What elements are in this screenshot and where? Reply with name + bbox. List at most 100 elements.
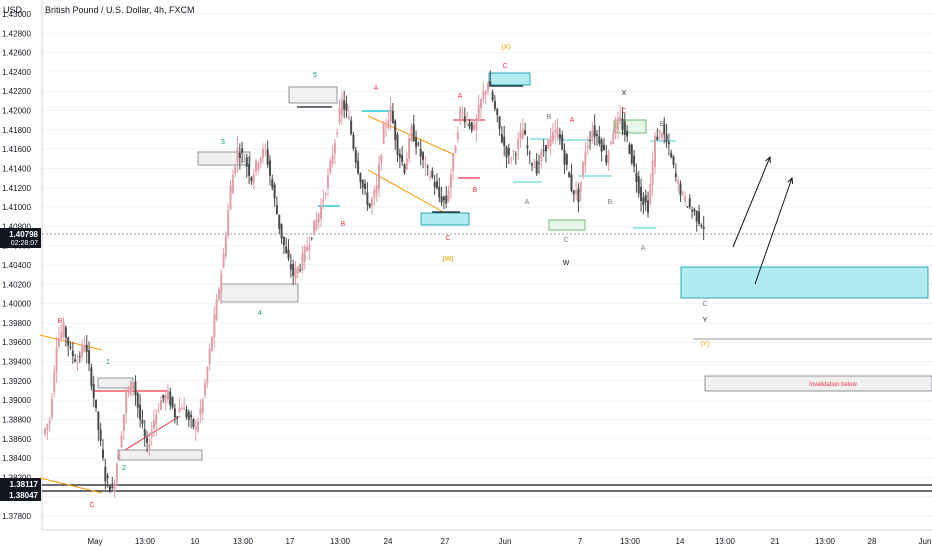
- candle-body: [607, 151, 610, 165]
- candle-body: [208, 349, 211, 365]
- candle-body: [582, 162, 585, 177]
- candle-body: [445, 195, 448, 204]
- candle-body: [463, 116, 466, 123]
- candle-body: [410, 125, 413, 141]
- price-tick-label: 1.39800: [2, 319, 31, 328]
- candle-body: [377, 164, 380, 189]
- candle-body: [493, 101, 496, 109]
- candle-body: [278, 214, 281, 229]
- zone-box-5: [288, 86, 338, 104]
- candle-body: [619, 116, 622, 122]
- candle-body: [69, 346, 72, 348]
- candle-body: [572, 190, 575, 195]
- candle-body: [380, 154, 383, 163]
- candle-body: [373, 189, 376, 199]
- candle-body: [368, 203, 371, 208]
- candle-body: [633, 155, 636, 167]
- candle-body: [519, 131, 522, 139]
- candle-body: [577, 188, 580, 203]
- price-tick-label: 1.41200: [2, 184, 31, 193]
- candle-body: [113, 482, 116, 492]
- candle-body: [447, 190, 450, 201]
- candle-body: [510, 158, 513, 160]
- wave-label: 2: [122, 465, 126, 472]
- candle-body: [540, 151, 543, 162]
- candle-body: [561, 134, 564, 150]
- candle-body: [266, 149, 269, 165]
- candle-body: [398, 153, 401, 158]
- chart-title: British Pound / U.S. Dollar, 4h, FXCM: [45, 5, 195, 15]
- wave-label: A: [641, 245, 646, 252]
- candle-body: [345, 103, 348, 111]
- candle-body: [338, 108, 341, 123]
- candle-body: [319, 206, 322, 219]
- candle-body: [626, 130, 629, 137]
- candle-body: [667, 142, 670, 145]
- candle-body: [268, 160, 271, 176]
- candle-body: [285, 246, 288, 254]
- candle-body: [127, 388, 130, 393]
- candle-body: [271, 179, 274, 188]
- candle-body: [122, 414, 125, 431]
- price-tick-label: 1.38600: [2, 435, 31, 444]
- candle-body: [204, 382, 207, 395]
- candle-body: [162, 394, 165, 399]
- candle-body: [199, 408, 202, 415]
- zone-box-cyan-2: [420, 212, 470, 226]
- candle-body: [85, 344, 88, 353]
- wave-label: 4: [258, 310, 262, 317]
- candle-body: [554, 130, 557, 133]
- countdown-tag: 02:28:07: [11, 240, 38, 247]
- candle-body: [129, 381, 132, 396]
- time-tick-label: Jun: [499, 537, 512, 546]
- candle-body: [674, 173, 677, 177]
- price-tick-label: 1.41800: [2, 126, 31, 135]
- candle-body: [649, 184, 652, 204]
- candle-body: [347, 116, 350, 120]
- price-tick-label: 1.40200: [2, 280, 31, 289]
- candle-body: [456, 132, 459, 140]
- invalidation-box: [704, 375, 932, 392]
- wave-label: B: [608, 199, 613, 206]
- candle-body: [521, 129, 524, 140]
- candle-body: [303, 246, 306, 262]
- candle-body: [384, 125, 387, 127]
- wave-label: C: [563, 237, 568, 244]
- candle-body: [90, 367, 93, 387]
- candle-body: [391, 110, 394, 123]
- candle-body: [621, 118, 624, 130]
- candle-body: [139, 404, 142, 420]
- candles-layer: [44, 70, 705, 498]
- wave-label: A: [374, 85, 379, 92]
- candle-body: [375, 184, 378, 194]
- candle-body: [670, 152, 673, 158]
- time-tick-label: Jun: [919, 537, 932, 546]
- candle-body: [677, 180, 680, 184]
- candle-body: [134, 381, 137, 396]
- candle-body: [315, 219, 318, 230]
- candle-body: [352, 134, 355, 149]
- zone-box-green-2: [548, 219, 586, 231]
- candle-body: [146, 438, 149, 443]
- time-axis: May 13:00 10 13:00 17 13:00 24 27 Jun 7 13:00 14 13:…: [42, 529, 932, 546]
- candle-body: [394, 120, 397, 141]
- candle-body: [647, 200, 650, 213]
- candle-body: [50, 398, 53, 418]
- candle-body: [382, 124, 385, 144]
- candle-body: [473, 124, 476, 130]
- invalidation-text: Invalidation below: [809, 382, 857, 388]
- candle-body: [651, 160, 654, 186]
- candle-body: [229, 185, 232, 210]
- candle-body: [438, 186, 441, 198]
- candle-body: [389, 106, 392, 122]
- candle-body: [88, 350, 91, 364]
- price-tick-label: 1.42800: [2, 29, 31, 38]
- candle-body: [637, 176, 640, 194]
- candle-body: [482, 91, 485, 99]
- candle-body: [538, 162, 541, 164]
- candle-body: [64, 327, 67, 338]
- wave-label: 3: [221, 139, 225, 146]
- wave-label: C: [502, 63, 507, 70]
- candle-body: [454, 146, 457, 154]
